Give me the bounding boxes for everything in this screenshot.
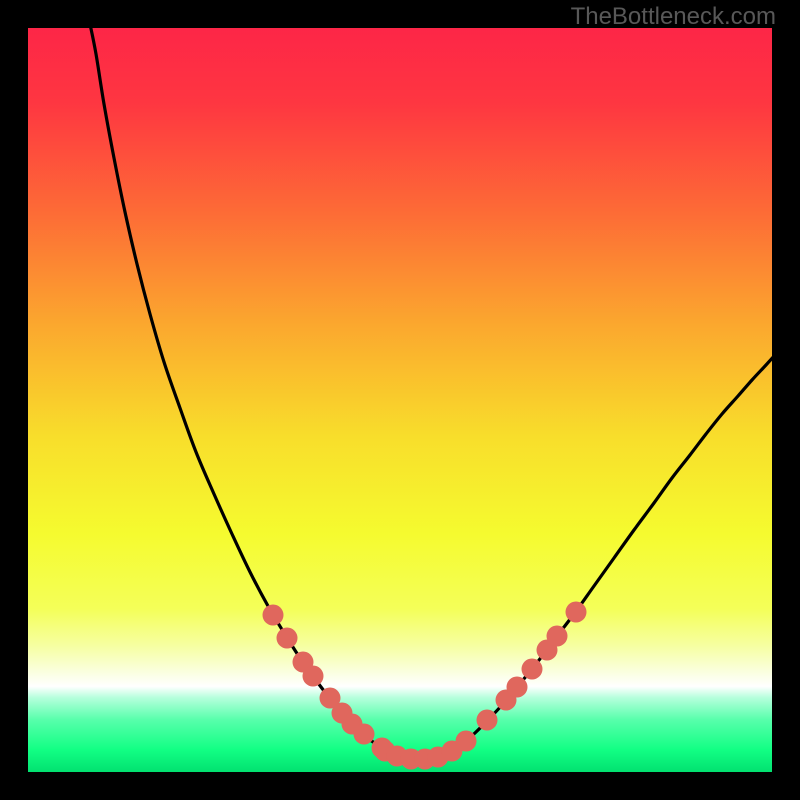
curve-marker (277, 628, 298, 649)
curve-marker (303, 666, 324, 687)
curve-marker (522, 659, 543, 680)
chart-frame: TheBottleneck.com (0, 0, 800, 800)
watermark-text: TheBottleneck.com (571, 3, 776, 31)
curve-marker (263, 605, 284, 626)
bottleneck-curve (90, 24, 776, 759)
curve-marker (354, 724, 375, 745)
curve-marker (477, 710, 498, 731)
curve-marker (566, 602, 587, 623)
curve-marker (547, 626, 568, 647)
bottleneck-curve-svg (0, 0, 800, 800)
curve-marker (507, 677, 528, 698)
curve-marker (456, 731, 477, 752)
